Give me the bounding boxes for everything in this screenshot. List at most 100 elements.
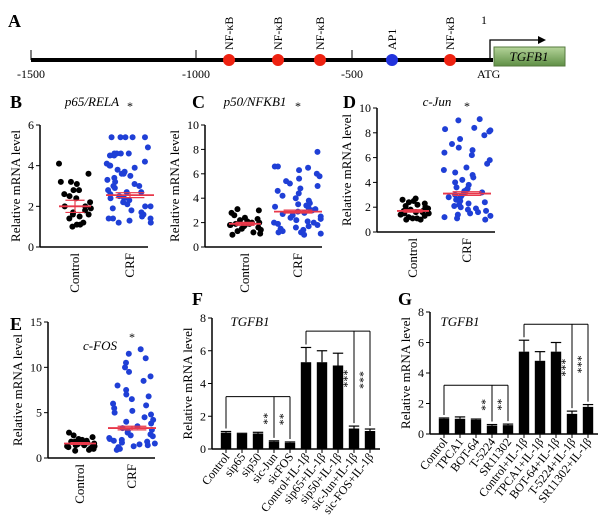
data-point — [229, 231, 236, 238]
y-tick-label: 2 — [200, 409, 206, 423]
bar — [566, 413, 578, 434]
data-point — [120, 170, 127, 177]
y-axis-label: Relative mRNA level — [180, 327, 195, 439]
data-point — [104, 176, 111, 183]
data-point — [138, 189, 145, 196]
data-point — [117, 150, 124, 157]
data-point — [107, 195, 114, 202]
data-point — [144, 442, 151, 449]
data-point — [314, 222, 321, 229]
data-point — [113, 446, 120, 453]
data-point — [257, 230, 264, 237]
panel-e: Ec-FOS 0 5 10 15 Relative mRNA level Control CR… — [10, 314, 158, 504]
data-point — [304, 218, 311, 225]
data-point — [76, 187, 83, 194]
data-point — [87, 199, 94, 206]
significance-marker: ** — [478, 399, 492, 411]
y-tick-label: 6 — [365, 151, 371, 165]
data-point — [85, 170, 92, 177]
data-point — [481, 199, 488, 206]
data-point — [89, 434, 96, 441]
bar — [438, 418, 450, 434]
data-point — [56, 160, 62, 167]
y-tick-label: 8 — [365, 126, 371, 140]
bar — [582, 406, 594, 434]
data-point — [122, 364, 129, 371]
binding-site-marker — [223, 54, 235, 66]
gene-box — [493, 46, 566, 67]
data-point — [441, 214, 448, 221]
y-tick-label: 4 — [418, 366, 424, 380]
bar — [534, 360, 546, 434]
y-tick-label: 8 — [193, 142, 199, 156]
y-tick-label: 0 — [28, 240, 34, 254]
x-tick-label: Control — [405, 238, 420, 278]
data-point — [414, 201, 421, 208]
data-point — [470, 174, 477, 181]
bar — [236, 433, 248, 449]
data-point — [292, 195, 299, 202]
y-tick-label: 10 — [30, 360, 42, 374]
data-point — [234, 228, 241, 235]
data-point — [293, 217, 300, 224]
binding-site-marker — [314, 54, 326, 66]
arrowhead-icon — [538, 36, 546, 44]
data-point — [142, 203, 149, 210]
data-point — [117, 134, 124, 141]
data-point — [106, 162, 113, 169]
data-point — [144, 144, 151, 151]
data-point — [296, 175, 303, 182]
data-point — [123, 189, 130, 196]
data-point — [136, 183, 143, 189]
binding-site-label: NF-κB — [222, 17, 236, 50]
panel-label: B — [10, 92, 22, 112]
significance-marker: ** — [260, 413, 274, 425]
x-tick-label: CRF — [124, 464, 139, 489]
data-point — [66, 215, 73, 222]
data-point — [465, 200, 472, 207]
chart-title: c-Jun — [423, 94, 452, 109]
data-point — [127, 432, 134, 439]
significance-marker: *** — [340, 370, 354, 388]
data-point — [452, 179, 459, 186]
significance-marker: * — [127, 99, 133, 113]
data-point — [72, 447, 79, 454]
data-point — [127, 172, 134, 179]
data-point — [454, 215, 461, 222]
data-point — [70, 432, 77, 439]
x-tick-label: Control — [72, 464, 87, 504]
data-point — [147, 411, 154, 418]
data-point — [139, 213, 146, 220]
bar — [268, 441, 280, 449]
data-point — [255, 207, 262, 214]
significance-marker: ** — [494, 399, 508, 411]
data-point — [317, 215, 324, 222]
significance-marker: ** — [276, 413, 290, 425]
data-point — [125, 350, 132, 357]
y-tick-label: 15 — [30, 315, 42, 329]
chart-title: TGFB1 — [231, 314, 270, 329]
bar — [300, 362, 312, 449]
data-point — [131, 180, 138, 187]
binding-site-marker — [444, 54, 456, 66]
bar — [364, 430, 376, 449]
y-tick-label: 4 — [193, 191, 199, 205]
data-point — [73, 180, 80, 187]
data-point — [147, 203, 154, 210]
data-point — [317, 230, 324, 237]
data-point — [76, 213, 83, 220]
y-tick-label: 6 — [193, 167, 199, 181]
data-point — [301, 231, 308, 238]
x-tick-label: CRF — [459, 238, 474, 263]
data-point — [128, 396, 135, 403]
data-point — [457, 136, 464, 142]
data-point — [397, 211, 404, 218]
bar — [332, 365, 344, 449]
data-point — [111, 405, 118, 412]
data-point — [275, 229, 282, 236]
data-point — [143, 402, 150, 409]
data-point — [314, 148, 321, 155]
data-point — [148, 420, 155, 427]
data-point — [292, 224, 299, 231]
